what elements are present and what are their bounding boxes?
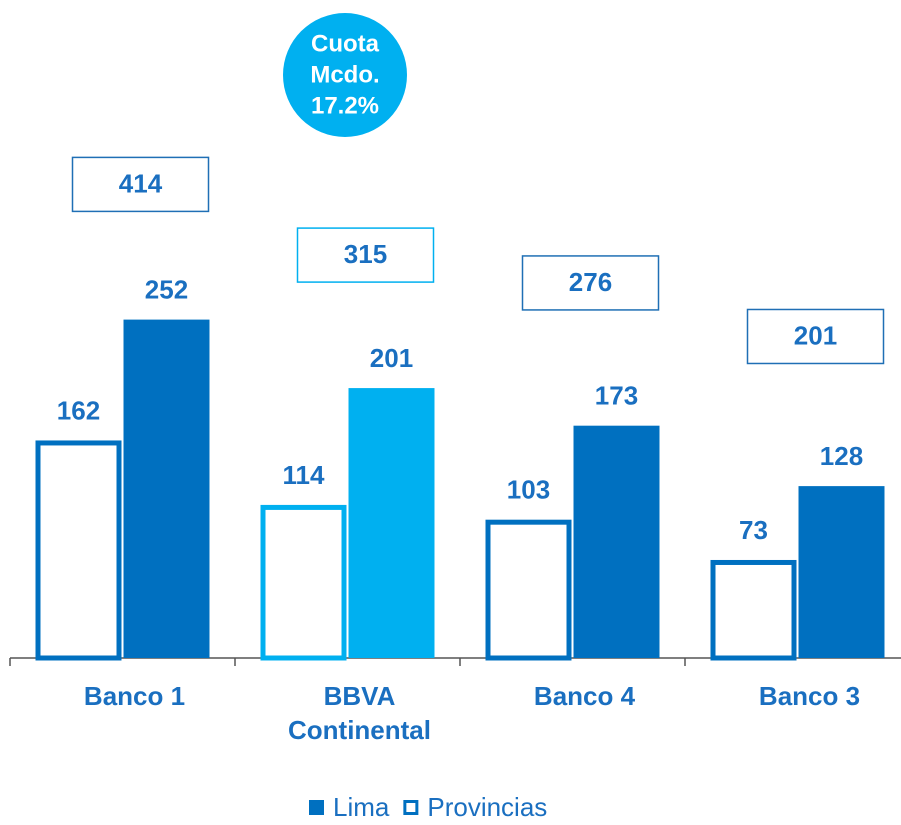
value-label: 201 [370, 343, 413, 373]
annotation-text: 17.2% [311, 92, 379, 119]
bar [573, 425, 660, 658]
bar [35, 440, 122, 661]
total-box [296, 227, 435, 283]
x-tick-label: Banco 4 [534, 681, 636, 711]
value-label: 103 [507, 475, 550, 505]
annotation-bubble [283, 13, 407, 137]
bar [798, 486, 885, 658]
value-label: 114 [283, 460, 325, 490]
annotation-text: Mcdo. [310, 61, 379, 88]
bar [485, 519, 572, 661]
x-tick-label: BBVA Continental [288, 681, 431, 745]
bar [710, 559, 797, 661]
x-tick-label: Banco 3 [759, 681, 860, 711]
bar [348, 388, 435, 658]
total-box [521, 255, 660, 311]
legend-swatch [309, 800, 324, 815]
total-box [746, 308, 885, 365]
total-label: 414 [119, 168, 163, 198]
value-label: 128 [820, 441, 863, 471]
total-label: 201 [794, 320, 837, 350]
annotation-text: Cuota [311, 30, 380, 57]
legend-swatch [403, 800, 419, 815]
total-box [71, 156, 210, 213]
total-label: 276 [569, 267, 612, 297]
value-label: 173 [595, 381, 638, 411]
legend-label: Provincias [427, 792, 547, 822]
bar [123, 319, 210, 658]
bar [260, 504, 347, 661]
x-tick-label: Banco 1 [84, 681, 185, 711]
total-label: 315 [344, 239, 387, 269]
value-label: 252 [145, 274, 188, 304]
value-label: 162 [57, 395, 100, 425]
legend-label: Lima [333, 792, 390, 822]
value-label: 73 [739, 515, 768, 545]
